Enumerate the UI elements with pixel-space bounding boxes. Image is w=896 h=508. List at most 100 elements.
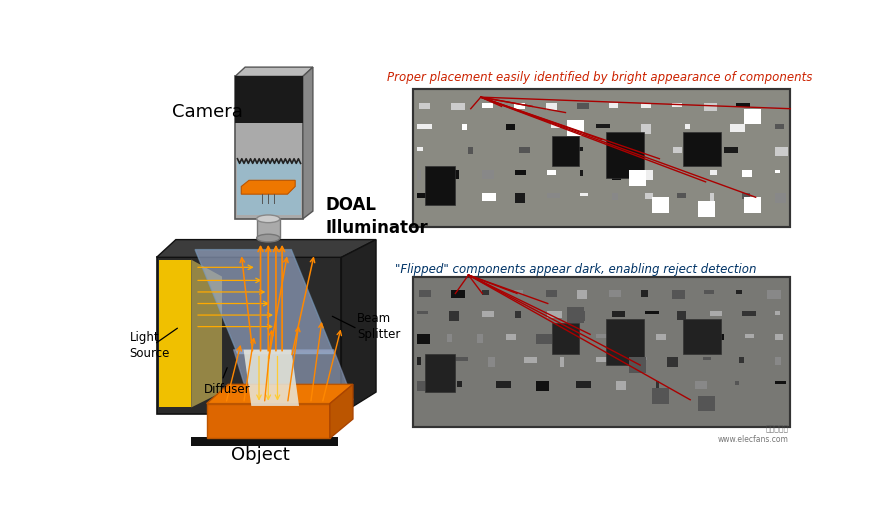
FancyBboxPatch shape [425,354,455,392]
Polygon shape [234,350,353,400]
FancyBboxPatch shape [683,132,721,167]
FancyBboxPatch shape [496,380,511,388]
FancyBboxPatch shape [567,307,584,323]
Polygon shape [191,437,338,446]
Text: Proper placement easily identified by bright appearance of components: Proper placement easily identified by br… [387,71,812,84]
FancyBboxPatch shape [767,103,781,109]
FancyBboxPatch shape [744,109,761,124]
FancyBboxPatch shape [683,319,721,354]
Polygon shape [207,404,330,438]
FancyBboxPatch shape [677,311,686,320]
FancyBboxPatch shape [419,103,430,109]
FancyBboxPatch shape [482,103,493,108]
FancyBboxPatch shape [468,147,472,154]
FancyBboxPatch shape [570,147,582,151]
FancyBboxPatch shape [488,358,495,367]
Polygon shape [244,350,299,406]
FancyBboxPatch shape [546,291,556,297]
FancyBboxPatch shape [547,170,556,175]
FancyBboxPatch shape [477,334,484,343]
Polygon shape [157,240,376,258]
FancyBboxPatch shape [775,170,780,173]
Polygon shape [235,76,303,219]
FancyBboxPatch shape [452,358,468,361]
FancyBboxPatch shape [425,167,455,205]
FancyBboxPatch shape [672,103,682,107]
FancyBboxPatch shape [710,194,714,203]
FancyBboxPatch shape [632,358,647,361]
Polygon shape [191,260,222,407]
FancyBboxPatch shape [506,124,515,130]
Text: DOAL
Illuminator: DOAL Illuminator [326,196,429,237]
FancyBboxPatch shape [417,170,421,179]
FancyBboxPatch shape [645,194,653,199]
FancyBboxPatch shape [739,358,745,363]
FancyBboxPatch shape [417,358,421,365]
FancyBboxPatch shape [552,323,579,354]
FancyBboxPatch shape [743,170,752,177]
FancyBboxPatch shape [775,380,787,385]
FancyBboxPatch shape [576,380,591,388]
FancyBboxPatch shape [482,170,495,179]
FancyBboxPatch shape [606,319,644,365]
Polygon shape [157,258,341,414]
FancyBboxPatch shape [677,170,682,173]
FancyBboxPatch shape [606,132,644,178]
FancyBboxPatch shape [703,358,711,361]
Text: Camera: Camera [172,103,243,121]
Polygon shape [303,67,313,219]
FancyBboxPatch shape [612,194,618,200]
FancyBboxPatch shape [560,358,564,367]
FancyBboxPatch shape [596,334,611,338]
FancyBboxPatch shape [743,311,756,316]
FancyBboxPatch shape [482,291,488,295]
FancyBboxPatch shape [745,334,754,338]
FancyBboxPatch shape [551,124,560,128]
FancyBboxPatch shape [514,194,524,203]
FancyBboxPatch shape [417,380,426,391]
FancyBboxPatch shape [256,219,280,238]
FancyBboxPatch shape [698,201,715,216]
Text: Diffuser: Diffuser [204,383,251,396]
FancyBboxPatch shape [641,103,650,108]
FancyBboxPatch shape [622,147,627,155]
FancyBboxPatch shape [710,311,722,316]
Text: "Flipped" components appear dark, enabling reject detection: "Flipped" components appear dark, enabli… [395,264,757,276]
Polygon shape [330,385,353,438]
FancyBboxPatch shape [730,124,745,132]
FancyBboxPatch shape [519,147,530,152]
Polygon shape [159,260,191,407]
FancyBboxPatch shape [417,124,432,129]
FancyBboxPatch shape [417,311,427,314]
FancyBboxPatch shape [457,380,462,387]
FancyBboxPatch shape [656,380,659,391]
FancyBboxPatch shape [775,334,783,340]
FancyBboxPatch shape [547,311,562,318]
FancyBboxPatch shape [677,194,685,198]
FancyBboxPatch shape [736,103,750,107]
Text: Object: Object [231,446,290,464]
FancyBboxPatch shape [546,103,557,110]
FancyBboxPatch shape [609,103,618,108]
FancyBboxPatch shape [596,124,610,128]
Polygon shape [341,240,376,414]
FancyBboxPatch shape [536,380,549,391]
FancyBboxPatch shape [461,124,467,130]
FancyBboxPatch shape [514,291,522,294]
FancyBboxPatch shape [567,120,584,136]
FancyBboxPatch shape [596,358,609,362]
FancyBboxPatch shape [616,380,625,390]
FancyBboxPatch shape [625,334,635,340]
FancyBboxPatch shape [641,124,650,134]
Polygon shape [235,76,303,122]
FancyBboxPatch shape [775,311,780,315]
FancyBboxPatch shape [612,170,621,180]
FancyBboxPatch shape [417,334,430,343]
Ellipse shape [256,215,280,223]
FancyBboxPatch shape [524,358,537,363]
FancyBboxPatch shape [695,380,707,389]
FancyBboxPatch shape [577,103,589,109]
Polygon shape [207,385,353,404]
FancyBboxPatch shape [552,136,579,167]
Polygon shape [241,180,295,194]
